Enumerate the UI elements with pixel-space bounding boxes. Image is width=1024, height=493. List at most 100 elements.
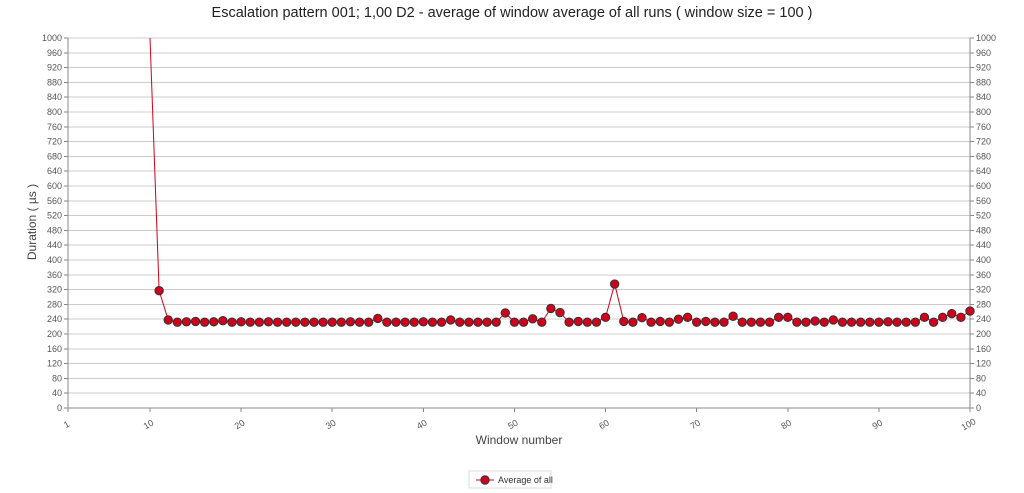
axes <box>67 38 971 408</box>
legend-box <box>468 470 552 489</box>
y-tick-label-right: 640 <box>976 166 991 176</box>
data-point <box>518 317 529 327</box>
x-tick-label: 50 <box>506 418 520 432</box>
data-point <box>892 317 902 327</box>
data-point <box>646 317 656 327</box>
x-tick-label: 60 <box>597 418 611 432</box>
data-point <box>919 312 930 323</box>
data-point <box>600 312 611 323</box>
data-point <box>910 317 921 327</box>
y-tick-label-left: 920 <box>47 63 62 73</box>
y-tick-label-left: 560 <box>47 196 62 206</box>
data-point <box>701 316 711 327</box>
data-point <box>901 317 911 327</box>
data-point <box>482 317 492 327</box>
data-point <box>327 317 337 327</box>
x-tick-label: 90 <box>871 418 885 432</box>
data-point <box>609 279 620 289</box>
data-point <box>318 317 328 327</box>
data-point <box>855 317 866 327</box>
data-point <box>300 317 310 327</box>
x-tick-label: 80 <box>779 418 793 432</box>
y-tick-label-right: 120 <box>976 359 991 369</box>
data-point <box>773 312 784 323</box>
y-tick-label-right: 360 <box>976 270 991 280</box>
data-point <box>682 312 693 323</box>
y-tick-label-left: 520 <box>47 211 62 221</box>
data-point <box>755 317 766 327</box>
x-tick-label: 40 <box>415 418 429 432</box>
data-point <box>937 312 948 323</box>
data-point <box>801 317 811 327</box>
data-point <box>947 308 957 319</box>
data-point <box>928 317 939 327</box>
x-tick-label: 20 <box>233 418 247 432</box>
data-point <box>418 317 429 327</box>
x-axis-ticks: 1 10 20 30 40 50 60 70 80 90 100 <box>62 408 978 432</box>
data-point <box>710 317 720 327</box>
y-tick-label-right: 560 <box>976 196 991 206</box>
grid <box>68 37 970 409</box>
data-point <box>746 317 757 327</box>
data-point <box>400 317 410 327</box>
data-point <box>281 317 292 327</box>
y-tick-label-right: 440 <box>976 240 991 250</box>
data-point <box>445 315 456 325</box>
y-tick-label-right: 720 <box>976 137 991 147</box>
data-point <box>491 317 501 327</box>
data-point <box>664 317 675 327</box>
legend[interactable]: Average of all <box>468 470 553 489</box>
data-point <box>837 317 848 327</box>
y-tick-label-right: 0 <box>976 403 981 413</box>
y-tick-label-right: 320 <box>976 285 991 295</box>
data-point <box>181 317 192 327</box>
data-point <box>956 312 966 323</box>
y-tick-label-left: 680 <box>47 151 62 161</box>
y-tick-label-left: 440 <box>47 240 62 250</box>
data-point <box>382 317 392 327</box>
y-tick-label-right: 520 <box>976 211 991 221</box>
data-point <box>537 317 547 327</box>
legend-marker-icon <box>480 475 490 485</box>
data-point <box>792 317 802 327</box>
data-point <box>527 314 538 324</box>
data-point <box>509 317 520 327</box>
chart-title: Escalation pattern 001; 1,00 D2 - averag… <box>212 5 813 21</box>
y-axis-right-ticks: 0 40 80 120 160 200 240 280 320 360 400 440 480 520 56… <box>970 33 996 413</box>
data-point <box>591 317 602 327</box>
data-point <box>719 317 729 327</box>
data-point <box>728 311 738 321</box>
data-point <box>764 317 775 327</box>
y-tick-label-left: 400 <box>47 255 62 265</box>
y-tick-label-right: 280 <box>976 299 991 309</box>
data-point <box>965 306 975 316</box>
data-point <box>464 317 474 327</box>
data-point <box>874 317 884 327</box>
data-point <box>209 317 219 327</box>
y-tick-label-left: 1000 <box>42 33 62 43</box>
data-point <box>619 316 629 327</box>
y-tick-label-left: 320 <box>47 285 62 295</box>
y-tick-label-left: 80 <box>52 373 62 383</box>
x-tick-label: 1 <box>62 419 71 430</box>
y-tick-label-right: 920 <box>976 63 991 73</box>
y-tick-label-right: 840 <box>976 92 991 102</box>
y-tick-label-right: 600 <box>976 181 991 191</box>
y-tick-label-left: 360 <box>47 270 62 280</box>
y-tick-label-left: 960 <box>47 48 62 58</box>
data-point <box>236 317 246 327</box>
data-point <box>819 317 829 327</box>
data-point <box>172 317 183 327</box>
data-point <box>655 316 665 327</box>
data-point <box>163 315 173 325</box>
y-tick-label-right: 200 <box>976 329 991 339</box>
y-tick-label-left: 840 <box>47 92 62 102</box>
x-axis-label: Window number <box>476 433 563 447</box>
y-tick-label-left: 240 <box>47 314 62 324</box>
y-tick-label-right: 400 <box>976 255 991 265</box>
data-point <box>354 317 365 327</box>
data-point <box>263 317 274 327</box>
data-point <box>637 313 647 323</box>
data-point <box>628 317 638 327</box>
